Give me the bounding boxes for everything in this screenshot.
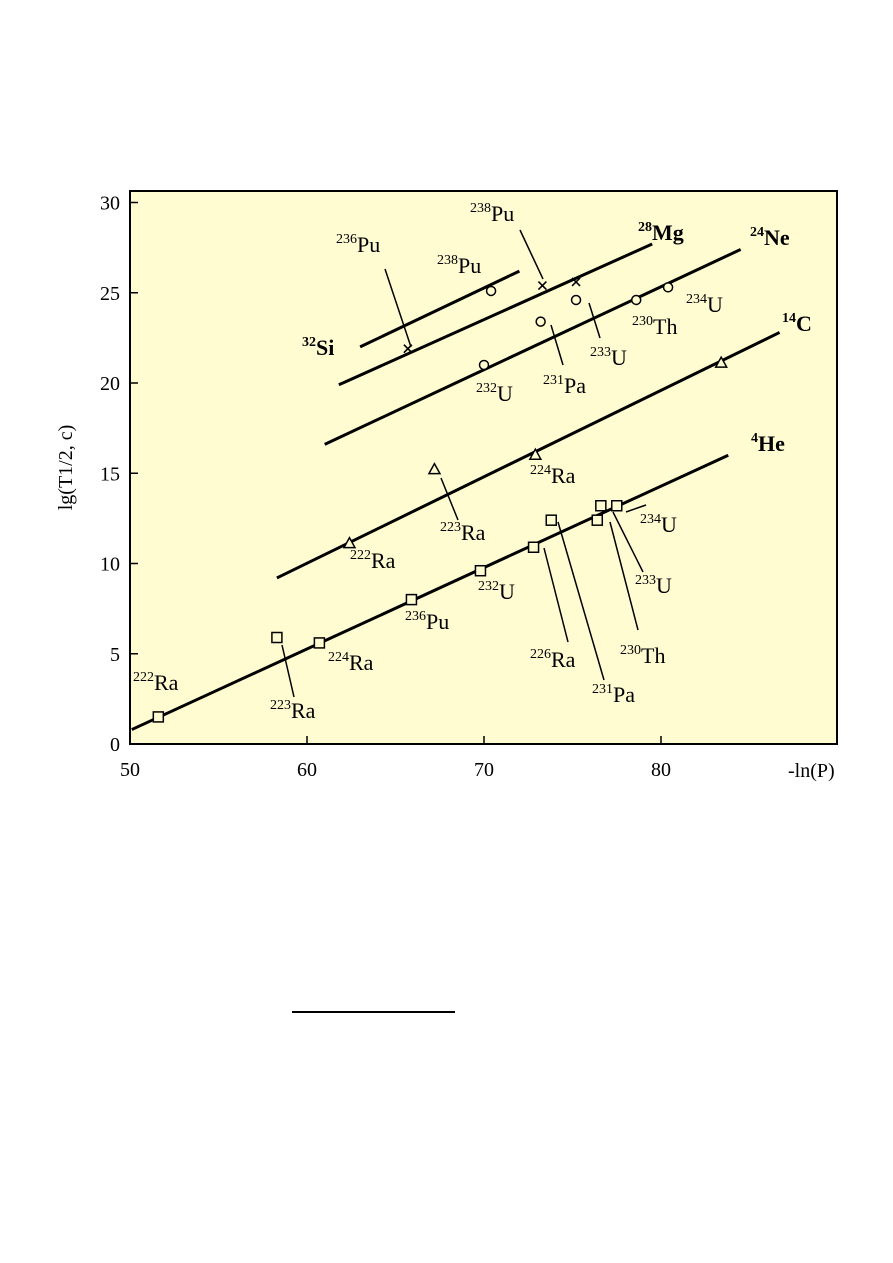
marker-24Ne-234U xyxy=(662,282,674,293)
point-label-24Ne-233U: 233U xyxy=(590,345,627,370)
y-tick-label-10: 10 xyxy=(100,554,120,576)
point-label-24Ne-230Th: 230Th xyxy=(632,314,677,339)
leader-28Mg-236Pu xyxy=(384,268,412,348)
marker-28Mg-2-b xyxy=(571,277,581,287)
marker-4He-230Th xyxy=(591,514,604,526)
point-label-4He-222Ra: 222Ra xyxy=(133,670,179,695)
series-label-32Si: 32Si xyxy=(302,335,334,360)
point-label-14C-224Ra: 224Ra xyxy=(530,463,576,488)
leader-14C-223Ra xyxy=(440,477,459,521)
point-label-4He-236Pu: 236Pu xyxy=(405,609,449,634)
point-label-4He-232U: 232U xyxy=(478,579,515,604)
marker-4He-222Ra xyxy=(152,711,165,723)
marker-28Mg-238Pu xyxy=(537,280,547,291)
marker-4He-223Ra xyxy=(271,631,283,644)
y-tick-label-20: 20 xyxy=(100,373,120,395)
x-tick-label-80: 80 xyxy=(651,759,671,781)
point-label-28Mg-236Pu: 236Pu xyxy=(336,232,380,257)
marker-4He-233U xyxy=(595,499,607,512)
y-tick-label-5: 5 xyxy=(110,644,120,666)
point-label-24Ne-231Pa: 231Pa xyxy=(543,373,586,398)
point-label-4He-234U: 234U xyxy=(640,512,677,537)
series-label-14C: 14C xyxy=(782,311,812,336)
series-line-14C xyxy=(276,331,781,580)
marker-14C-3 xyxy=(714,355,728,368)
point-label-4He-230Th: 230Th xyxy=(620,643,665,668)
marker-28Mg-238Pu-b xyxy=(537,280,547,291)
leader-4He-234U xyxy=(625,504,647,513)
marker-24Ne-233U xyxy=(570,294,582,306)
series-line-24Ne xyxy=(324,248,742,446)
point-label-4He-231Pa: 231Pa xyxy=(592,682,635,707)
leader-4He-230Th xyxy=(609,521,639,631)
marker-28Mg-236Pu-b xyxy=(403,344,413,354)
series-label-4He: 4He xyxy=(751,431,785,456)
point-label-4He-223Ra: 223Ra xyxy=(270,698,316,723)
leader-28Mg-238Pu xyxy=(519,229,544,280)
y-tick-label-15: 15 xyxy=(100,463,120,485)
y-axis-label: lg(T1/2, c) xyxy=(55,425,77,511)
series-label-24Ne: 24Ne xyxy=(750,225,790,250)
x-axis-label: -ln(P) xyxy=(788,760,835,782)
marker-4He-236Pu xyxy=(405,593,418,606)
marker-28Mg-2 xyxy=(571,277,581,287)
y-tick-label-30: 30 xyxy=(100,193,120,215)
x-tick-label-50: 50 xyxy=(120,759,140,781)
x-tick-label-60: 60 xyxy=(297,759,317,781)
leader-24Ne-231Pa xyxy=(550,324,564,366)
marker-28Mg-236Pu xyxy=(403,344,413,354)
marker-4He-234U xyxy=(611,499,623,512)
series-label-28Mg: 28Mg xyxy=(638,220,684,245)
leader-24Ne-233U xyxy=(588,302,601,339)
y-tick-label-0: 0 xyxy=(110,734,120,756)
marker-24Ne-232U xyxy=(478,359,490,371)
point-label-4He-224Ra: 224Ra xyxy=(328,650,374,675)
leader-4He-231Pa xyxy=(557,521,605,681)
point-label-14C-223Ra: 223Ra xyxy=(440,520,486,545)
footnote-rule xyxy=(292,1011,455,1013)
point-label-24Ne-232U: 232U xyxy=(476,381,513,406)
leader-4He-226Ra xyxy=(543,547,569,643)
point-label-4He-233U: 233U xyxy=(635,573,672,598)
point-label-28Mg-238Pu: 238Pu xyxy=(470,201,514,226)
leader-4He-233U xyxy=(612,511,644,573)
marker-4He-226Ra xyxy=(527,541,540,554)
plot-background xyxy=(130,191,837,744)
point-label-32Si-238Pu: 238Pu xyxy=(437,253,481,278)
marker-14C-222Ra xyxy=(342,536,357,549)
marker-24Ne-230Th xyxy=(630,294,642,306)
leader-4He-223Ra xyxy=(281,644,295,698)
marker-4He-224Ra xyxy=(313,637,326,649)
marker-4He-231Pa xyxy=(545,514,558,526)
marker-4He-232U xyxy=(474,564,487,577)
marker-14C-224Ra xyxy=(528,447,543,460)
series-line-4He xyxy=(131,453,729,731)
marker-32Si-238Pu xyxy=(485,285,497,297)
series-line-32Si xyxy=(359,269,521,349)
marker-14C-223Ra xyxy=(427,462,442,475)
marker-24Ne-231Pa xyxy=(535,316,546,327)
point-label-4He-226Ra: 226Ra xyxy=(530,647,576,672)
y-tick-label-25: 25 xyxy=(100,283,120,305)
series-line-28Mg xyxy=(338,242,653,387)
x-tick-label-70: 70 xyxy=(474,759,494,781)
point-label-24Ne-234U: 234U xyxy=(686,292,723,317)
point-label-14C-222Ra: 222Ra xyxy=(350,548,396,573)
